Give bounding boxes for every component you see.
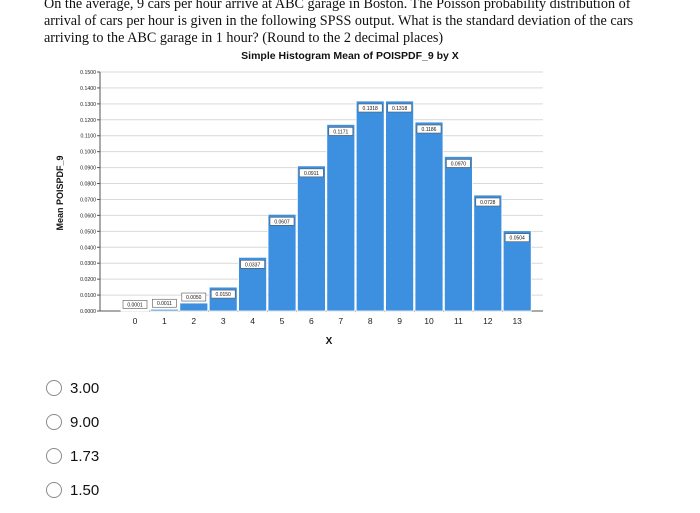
data-label: 0.0001	[127, 302, 143, 308]
y-tick-label: 0.1200	[80, 118, 96, 124]
x-tick-label: 5	[280, 316, 285, 326]
data-label-box	[240, 260, 265, 269]
y-tick-label: 0.0300	[80, 261, 96, 267]
data-label: 0.0011	[157, 301, 172, 307]
data-label: 0.0911	[304, 171, 319, 177]
data-label-box	[387, 103, 412, 113]
x-tick-label: 11	[454, 316, 463, 326]
bar	[120, 309, 150, 312]
data-label-box	[210, 289, 236, 299]
x-tick-label: 10	[424, 316, 434, 326]
bar	[267, 213, 297, 312]
x-tick-label: 6	[309, 316, 314, 326]
x-tick-label: 2	[191, 316, 196, 326]
data-label: 0.0050	[186, 295, 202, 301]
bar	[355, 100, 385, 312]
y-tick-label: 0.0100	[80, 293, 96, 299]
radio-icon[interactable]	[46, 482, 62, 498]
data-label-box	[328, 127, 354, 136]
x-axis-title: X	[326, 336, 333, 347]
data-label: 0.1171	[333, 129, 348, 135]
data-label: 0.1186	[422, 127, 437, 133]
data-label: 0.0607	[274, 219, 290, 225]
data-label-box	[181, 292, 207, 302]
data-label: 0.0337	[245, 262, 261, 268]
y-tick-label: 0.0700	[80, 197, 96, 203]
data-label-box	[122, 300, 148, 309]
x-tick-label: 12	[483, 316, 493, 326]
data-label-box	[446, 159, 471, 168]
data-label: 0.1318	[392, 106, 408, 112]
y-tick-label: 0.0900	[80, 166, 96, 172]
option-label: 3.00	[70, 379, 100, 397]
option-c[interactable]: 1.73	[46, 444, 166, 468]
x-tick-label: 0	[133, 316, 138, 326]
data-label: 0.0150	[216, 292, 232, 298]
bar	[443, 156, 473, 312]
y-tick-label: 0.1300	[80, 102, 96, 108]
option-a[interactable]: 3.00	[46, 376, 166, 400]
histogram-chart: 0.0000 0.0100 0.0200 0.0300 0.0400 0.0500 0.06…	[55, 70, 543, 347]
data-label-box	[152, 298, 177, 308]
data-label-box	[475, 197, 501, 207]
data-label: 0.0504	[510, 236, 526, 242]
question-line-1: On the average, 9 cars per hour arrive a…	[44, 0, 631, 12]
y-tick-label: 0.0800	[80, 182, 96, 188]
question-text: On the average, 9 cars per hour arrive a…	[44, 0, 684, 47]
option-label: 1.50	[70, 481, 100, 499]
x-tick-label: 13	[512, 316, 522, 326]
option-b[interactable]: 9.00	[46, 410, 166, 434]
y-tick-label: 0.1100	[81, 134, 97, 140]
bar	[385, 100, 415, 312]
y-tick-label: 0.0500	[80, 229, 96, 235]
data-label-box	[357, 103, 383, 113]
bar	[296, 165, 326, 312]
radio-icon[interactable]	[46, 380, 62, 396]
bar	[149, 308, 179, 312]
radio-icon[interactable]	[46, 448, 62, 464]
data-label: 0.1318	[363, 106, 379, 112]
x-tick-label: 3	[221, 316, 226, 326]
x-tick-label: 1	[162, 316, 167, 326]
y-axis-title: Mean POISPDF_9	[55, 155, 65, 230]
data-label-box	[299, 168, 324, 178]
question-line-2: arrival of cars per hour is given in the…	[44, 13, 634, 29]
data-label-box	[269, 216, 295, 226]
y-tick-label: 0.0600	[80, 213, 96, 219]
y-tick-label: 0.1000	[80, 150, 96, 156]
y-tick-label: 0.0000	[80, 309, 96, 315]
bar	[473, 194, 503, 312]
y-tick-label: 0.0400	[80, 245, 96, 251]
data-label: 0.0728	[480, 200, 496, 206]
y-tick-label: 0.0200	[80, 277, 96, 283]
y-tick-label: 0.1500	[80, 70, 96, 76]
bar	[179, 302, 209, 312]
bar	[326, 124, 356, 312]
option-d[interactable]: 1.50	[46, 478, 166, 502]
y-tick-label: 0.1400	[80, 86, 96, 92]
chart-title: Simple Histogram Mean of POISPDF_9 by X	[241, 50, 459, 62]
x-tick-label: 8	[368, 316, 373, 326]
option-label: 1.73	[70, 447, 100, 465]
x-tick-label: 4	[250, 316, 255, 326]
x-tick-label: 7	[338, 316, 343, 326]
data-label-box	[504, 233, 530, 242]
data-label-box	[416, 124, 442, 134]
bar	[414, 121, 444, 312]
option-label: 9.00	[70, 413, 100, 431]
x-tick-label: 9	[397, 316, 402, 326]
bar	[502, 230, 532, 312]
radio-icon[interactable]	[46, 414, 62, 430]
question-line-3: arriving to the ABC garage in 1 hour? (R…	[44, 30, 444, 46]
data-label: 0.0970	[451, 161, 467, 167]
